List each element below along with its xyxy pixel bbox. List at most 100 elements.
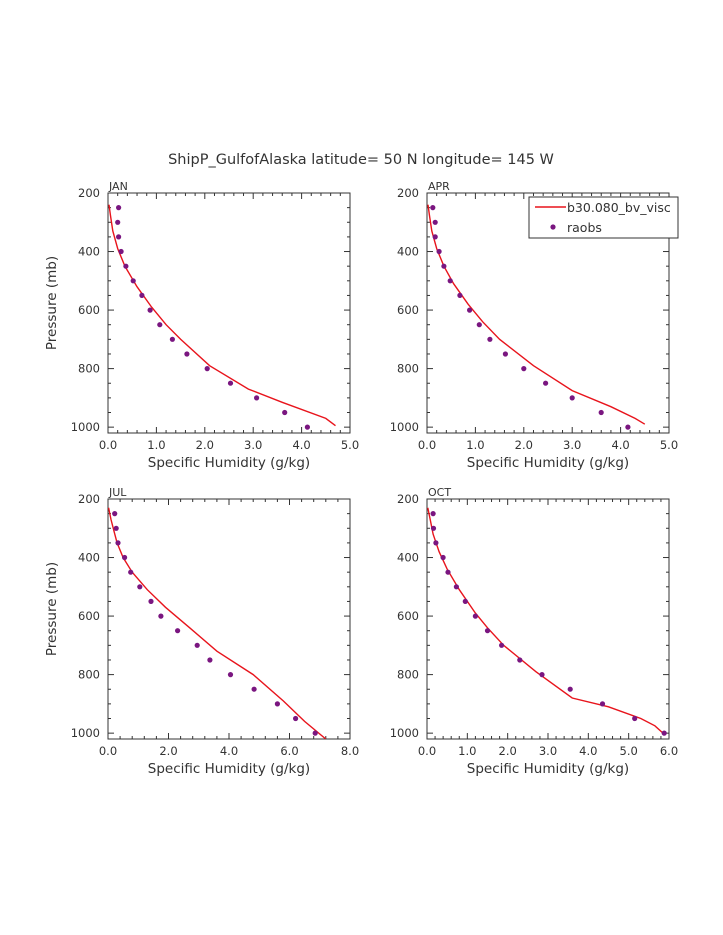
x-tick-label: 4.0: [220, 744, 238, 758]
y-tick-label: 200: [397, 186, 419, 200]
x-axis-label: Specific Humidity (g/kg): [467, 455, 629, 471]
x-tick-label: 3.0: [539, 744, 557, 758]
raobs-point: [432, 234, 438, 240]
y-tick-label: 600: [78, 609, 100, 623]
plot-frame: [107, 498, 351, 740]
raobs-point: [599, 701, 606, 707]
raobs-point: [441, 263, 447, 269]
model-profile-line: [427, 507, 664, 734]
plot-frame: [426, 192, 670, 434]
panel-label: OCT: [428, 486, 451, 499]
legend-box: [528, 196, 679, 239]
raobs-point: [453, 584, 459, 590]
panel-label: JAN: [108, 180, 128, 193]
raobs-point: [116, 205, 122, 211]
x-axis-label: Specific Humidity (g/kg): [148, 761, 310, 777]
raobs-point: [123, 263, 129, 269]
y-tick-label: 200: [78, 492, 100, 506]
raobs-point: [567, 686, 573, 692]
y-tick-label: 400: [397, 551, 419, 565]
raobs-point: [476, 322, 482, 328]
y-tick-label: 1000: [71, 726, 100, 740]
panel-apr: 200 400 600 800 1000 0.0 1.0 2.0 3.0 4.0 5.0 APR Spe…: [390, 180, 678, 471]
raobs-point: [432, 219, 438, 225]
raobs-point: [194, 642, 200, 648]
legend: b30.080_bv_visc raobs: [528, 196, 679, 239]
raobs-point: [447, 278, 453, 284]
y-tick-label: 400: [397, 245, 419, 259]
y-tick-label: 1000: [390, 420, 419, 434]
raobs-point: [274, 701, 280, 707]
raobs-point: [282, 409, 288, 416]
x-tick-label: 2.0: [196, 438, 214, 452]
raobs-point: [661, 730, 667, 736]
raobs-point: [521, 366, 527, 372]
raobs-point: [539, 672, 545, 678]
legend-obs-label: raobs: [567, 220, 602, 235]
raobs-point: [130, 278, 136, 284]
raobs-point: [625, 424, 631, 430]
model-profile-line: [427, 204, 646, 425]
raobs-point: [115, 540, 121, 546]
raobs-point: [122, 554, 128, 561]
legend-dot-swatch: [550, 224, 556, 230]
raobs-point: [128, 569, 134, 575]
raobs-point: [445, 569, 451, 575]
x-tick-label: 0.0: [99, 438, 117, 452]
raobs-point: [472, 613, 478, 619]
y-tick-label: 800: [78, 668, 100, 682]
panel-jan: 200 400 600 800 1000 0.0 1.0 2.0 3.0 4.0 5.0 JAN Spe…: [44, 180, 359, 471]
figure-title: ShipP_GulfofAlaska latitude= 50 N longit…: [168, 152, 554, 168]
raobs-point: [517, 657, 523, 663]
x-tick-label: 2.0: [515, 438, 533, 452]
x-tick-label: 0.0: [99, 744, 117, 758]
raobs-point: [499, 642, 505, 648]
x-tick-label: 2.0: [499, 744, 517, 758]
x-tick-label: 4.0: [611, 438, 629, 452]
raobs-point: [467, 307, 473, 313]
x-tick-label: 0.0: [418, 438, 436, 452]
x-tick-label: 1.0: [466, 438, 484, 452]
plot-frame: [107, 192, 351, 434]
x-tick-label: 3.0: [244, 438, 262, 452]
raobs-point: [113, 525, 119, 531]
x-tick-label: 6.0: [280, 744, 298, 758]
plot-frame: [426, 498, 670, 740]
y-tick-label: 800: [78, 362, 100, 376]
panel-label: APR: [428, 180, 450, 193]
raobs-point: [632, 715, 638, 722]
panel-label: JUL: [108, 486, 127, 499]
x-tick-label: 0.0: [418, 744, 436, 758]
raobs-point: [157, 322, 163, 328]
raobs-point: [457, 292, 463, 298]
legend-model-label: b30.080_bv_visc: [567, 200, 671, 215]
raobs-point: [204, 366, 210, 372]
y-tick-label: 200: [397, 492, 419, 506]
raobs-point: [115, 219, 121, 225]
x-tick-label: 5.0: [660, 438, 678, 452]
y-tick-label: 1000: [390, 726, 419, 740]
x-tick-label: 5.0: [620, 744, 638, 758]
y-tick-label: 400: [78, 551, 100, 565]
raobs-point: [293, 715, 299, 722]
raobs-point: [487, 336, 493, 342]
x-tick-label: 4.0: [292, 438, 310, 452]
raobs-point: [304, 424, 310, 430]
raobs-point: [251, 686, 257, 692]
raobs-point: [184, 351, 190, 357]
raobs-point: [227, 380, 234, 386]
x-tick-label: 8.0: [341, 744, 359, 758]
y-tick-label: 800: [397, 668, 419, 682]
raobs-point: [139, 292, 145, 298]
y-tick-label: 600: [397, 303, 419, 317]
raobs-point: [148, 598, 154, 605]
model-profile-line: [108, 507, 327, 739]
raobs-point: [227, 672, 234, 678]
x-tick-label: 5.0: [341, 438, 359, 452]
raobs-point: [502, 351, 508, 357]
raobs-point: [440, 554, 446, 561]
y-tick-label: 800: [397, 362, 419, 376]
x-tick-label: 2.0: [159, 744, 177, 758]
raobs-point: [147, 307, 153, 313]
